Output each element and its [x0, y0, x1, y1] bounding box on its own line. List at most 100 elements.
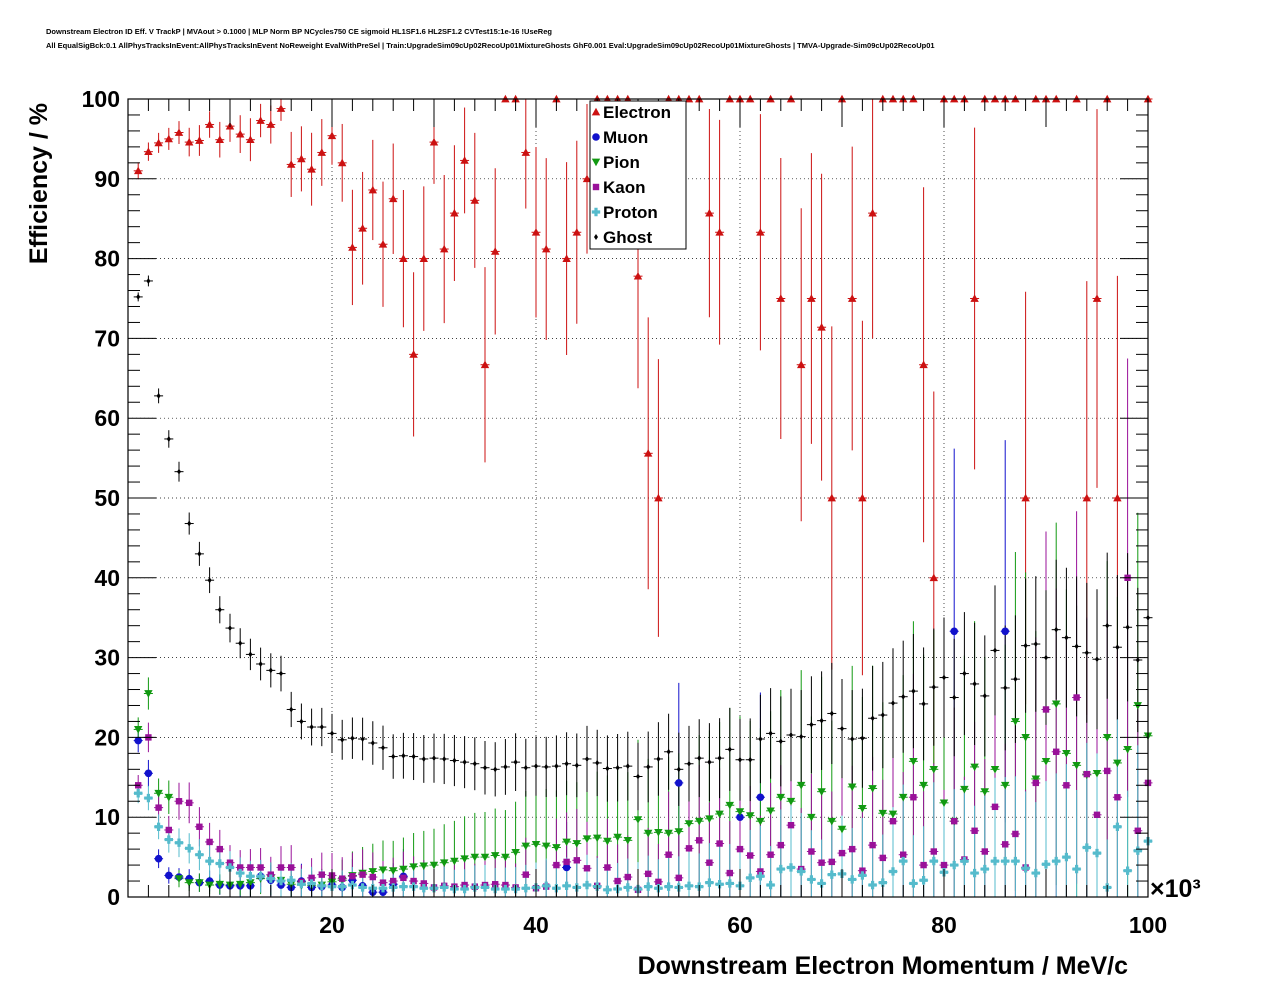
pion-point [174, 875, 184, 883]
kaon-point [359, 871, 366, 878]
ghost-point [901, 693, 906, 700]
electron-point [429, 137, 439, 146]
y-tick-label: 30 [94, 645, 120, 671]
ghost-point [370, 739, 375, 746]
ghost-point [381, 744, 385, 751]
ghost-point [493, 766, 498, 773]
x-axis-multiplier: ×10³ [1150, 875, 1201, 903]
y-tick-label: 100 [82, 86, 120, 112]
ghost-point [197, 550, 202, 557]
pion-point [470, 853, 479, 862]
proton-point [919, 876, 928, 885]
pion-point [460, 855, 469, 863]
kaon-point [828, 858, 835, 866]
y-tick-label: 10 [94, 804, 120, 830]
proton-point [307, 879, 316, 888]
proton-point [1072, 864, 1081, 874]
ghost-point [238, 640, 243, 647]
pion-point [409, 863, 418, 871]
pion-point [807, 813, 816, 822]
legend-marker-electron [591, 107, 601, 116]
ghost-point [982, 692, 987, 699]
proton-point [378, 884, 388, 893]
kaon-point [716, 840, 723, 847]
proton-point [185, 844, 194, 853]
kaon-point [1063, 782, 1070, 789]
pion-point [633, 816, 643, 824]
electron-point [287, 160, 296, 168]
kaon-point [736, 845, 744, 853]
pion-point [868, 785, 877, 793]
ghost-point [676, 766, 681, 773]
proton-point [1021, 864, 1030, 873]
kaon-point [706, 859, 713, 866]
pion-point [246, 879, 255, 887]
proton-point [287, 876, 296, 885]
pion-point [144, 690, 153, 698]
data-markers [134, 94, 1153, 897]
kaon-point [492, 881, 499, 888]
proton-point [358, 883, 367, 892]
kaon-point [981, 848, 988, 855]
electron-point [399, 254, 408, 262]
ghost-point [748, 756, 753, 763]
ghost-point [421, 755, 426, 762]
proton-point [1062, 852, 1071, 862]
proton-point [776, 864, 785, 874]
pion-point [735, 808, 745, 816]
pion-point [1031, 775, 1040, 784]
kaon-point [155, 804, 162, 811]
electron-point [215, 135, 224, 144]
ghost-point [258, 660, 263, 667]
proton-point [562, 881, 571, 891]
ghost-point [697, 755, 702, 762]
pion-point [480, 853, 490, 862]
proton-point [664, 882, 673, 891]
kaon-point [196, 823, 203, 830]
ghost-point [819, 717, 824, 724]
ghost-point [1013, 676, 1018, 683]
y-tick-label: 20 [94, 724, 120, 750]
proton-point [980, 864, 989, 874]
pion-point [888, 810, 898, 819]
pion-point [674, 828, 683, 836]
kaon-point [318, 871, 325, 878]
ghost-point [758, 735, 763, 742]
ghost-point [279, 670, 283, 677]
pion-point [654, 829, 663, 837]
legend: Electron Muon Pion Kaon Proton Ghost [589, 100, 687, 250]
proton-point [215, 859, 224, 868]
electron-point [715, 228, 724, 236]
electron-point [1092, 294, 1102, 302]
kaon-point [767, 851, 774, 858]
pion-point [419, 862, 428, 871]
x-tick-label: 40 [523, 912, 549, 938]
electron-point [276, 104, 286, 112]
pion-point [562, 838, 571, 847]
ghost-point [1095, 656, 1099, 663]
ghost-point [401, 752, 406, 759]
pion-point [960, 785, 969, 794]
ghost-point [146, 277, 151, 284]
proton-point [460, 884, 469, 894]
proton-point [827, 870, 836, 879]
kaon-point [583, 865, 591, 872]
ghost-point [789, 732, 793, 739]
muon-point [736, 813, 744, 821]
ghost-point [503, 763, 508, 770]
ghost-point [483, 764, 487, 771]
ghost-point [656, 755, 661, 762]
pion-point [725, 801, 734, 810]
electron-point [480, 360, 490, 369]
proton-point [582, 880, 592, 890]
ghost-point [248, 651, 253, 658]
kaon-point [1104, 767, 1111, 775]
pion-point [1103, 734, 1112, 742]
ghost-point [707, 759, 712, 766]
pion-point [134, 726, 143, 734]
kaon-point [859, 867, 866, 874]
kaon-point [665, 851, 672, 858]
proton-point [205, 856, 214, 866]
pion-point [1001, 781, 1010, 790]
legend-label-muon: Muon [603, 128, 648, 147]
